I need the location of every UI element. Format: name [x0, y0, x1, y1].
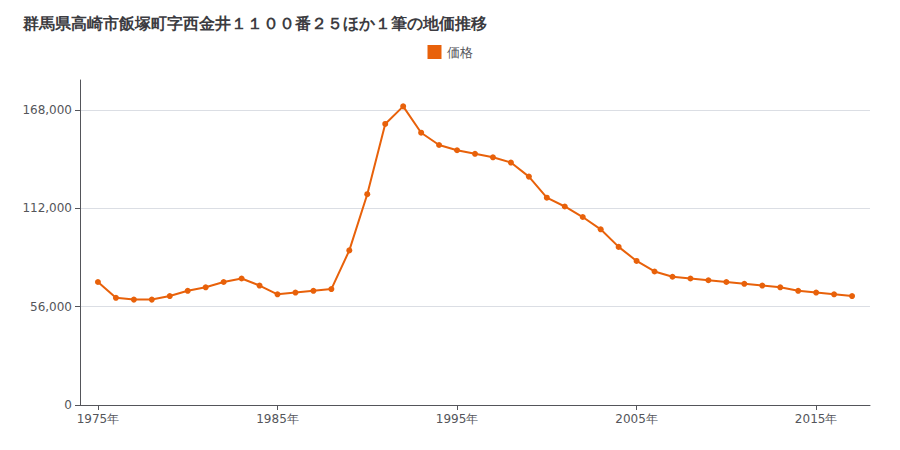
svg-text:1985年: 1985年 [256, 412, 299, 426]
svg-text:群馬県高崎市飯塚町字西金井１１００番２５ほか１筆の地価推移: 群馬県高崎市飯塚町字西金井１１００番２５ほか１筆の地価推移 [22, 14, 487, 33]
svg-text:1995年: 1995年 [436, 412, 479, 426]
svg-text:2015年: 2015年 [795, 412, 838, 426]
svg-text:0: 0 [64, 398, 72, 412]
svg-text:価格: 価格 [447, 45, 473, 60]
svg-text:56,000: 56,000 [30, 300, 72, 314]
svg-text:1975年: 1975年 [77, 412, 120, 426]
svg-text:112,000: 112,000 [22, 201, 72, 215]
svg-text:2005年: 2005年 [615, 412, 658, 426]
svg-text:168,000: 168,000 [22, 103, 72, 117]
